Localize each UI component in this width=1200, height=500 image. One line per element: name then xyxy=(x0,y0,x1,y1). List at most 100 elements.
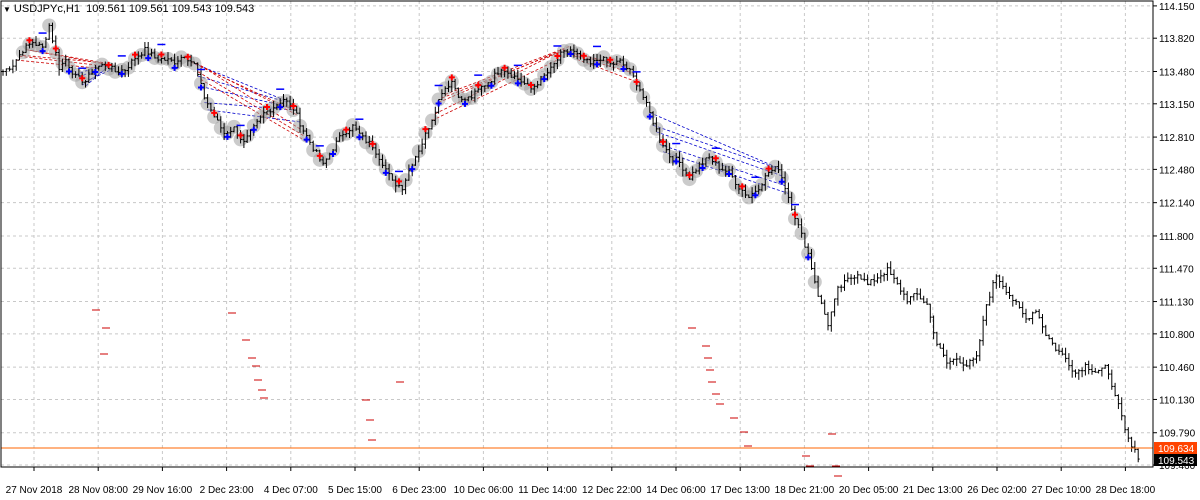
up-signal-marker xyxy=(501,64,508,71)
chart-title: ▼ USDJPYc,H1 109.561 109.561 109.543 109.… xyxy=(3,3,254,15)
down-signal-marker xyxy=(514,80,521,87)
up-signal-marker xyxy=(633,78,640,85)
y-tick-label: 112.140 xyxy=(1159,199,1195,210)
up-signal-marker xyxy=(528,81,534,88)
up-signal-marker xyxy=(369,140,376,147)
y-tick-label: 112.810 xyxy=(1159,133,1195,144)
y-tick-label: 113.150 xyxy=(1159,100,1195,111)
x-tick-label: 20 Dec 05:00 xyxy=(839,485,899,496)
down-signal-marker xyxy=(673,158,680,165)
down-signal-marker xyxy=(250,126,257,133)
x-tick-label: 6 Dec 23:00 xyxy=(392,485,446,496)
x-tick-label: 26 Dec 02:00 xyxy=(967,485,1027,496)
triangle-down-icon[interactable]: ▼ xyxy=(3,5,11,14)
y-tick-label: 111.470 xyxy=(1159,264,1194,275)
down-signal-marker xyxy=(145,55,152,62)
ohlc-bars xyxy=(1,22,1153,463)
up-signal-marker xyxy=(607,56,614,63)
down-signal-marker xyxy=(198,84,204,91)
up-signal-marker xyxy=(237,132,244,139)
down-signal-marker xyxy=(594,61,600,68)
bid-price-tag xyxy=(1154,442,1197,455)
x-tick-label: 14 Dec 06:00 xyxy=(646,485,706,496)
x-tick-label: 11 Dec 14:00 xyxy=(518,485,577,496)
up-signal-marker xyxy=(211,109,218,116)
down-signal-marker xyxy=(330,151,336,158)
dash-fan-line xyxy=(200,79,307,142)
down-signal-marker xyxy=(726,171,732,178)
up-signal-marker xyxy=(765,165,772,172)
y-tick-label: 114.150 xyxy=(1159,2,1195,13)
up-signal-marker xyxy=(105,61,112,68)
up-signal-marker xyxy=(686,172,693,179)
down-signal-marker xyxy=(488,82,495,89)
down-signal-marker xyxy=(409,166,416,173)
up-signal-marker xyxy=(158,51,165,58)
last-price-tag-label: 109.543 xyxy=(1158,456,1195,467)
down-signal-marker xyxy=(462,100,468,107)
x-tick-label: 4 Dec 07:00 xyxy=(264,485,318,496)
x-tick-label: 12 Dec 22:00 xyxy=(582,485,642,496)
up-signal-marker xyxy=(264,103,270,110)
down-signal-marker xyxy=(778,178,785,185)
up-signal-marker xyxy=(290,103,297,110)
up-signal-marker xyxy=(184,53,191,60)
dash-fan-line xyxy=(16,59,96,69)
x-tick-label: 10 Dec 06:00 xyxy=(454,485,514,496)
time-axis: 27 Nov 2018 28 Nov 08:00 29 Nov 16:00 2 Dec… xyxy=(6,467,1156,496)
symbol-label: USDJPYc,H1 xyxy=(13,3,80,15)
down-signal-marker xyxy=(435,100,442,107)
up-signal-marker xyxy=(554,52,561,59)
x-tick-label: 17 Dec 13:00 xyxy=(710,485,770,496)
dash-fan-line xyxy=(649,112,776,168)
up-signal-marker xyxy=(448,74,455,81)
down-signal-marker xyxy=(39,48,46,55)
up-signal-marker xyxy=(396,178,402,185)
plot-frame xyxy=(0,0,1154,468)
down-signal-marker xyxy=(646,113,653,120)
y-tick-label: 109.460 xyxy=(1159,461,1196,472)
down-signal-marker xyxy=(356,134,363,141)
y-tick-label: 109.790 xyxy=(1159,429,1196,440)
up-signal-marker xyxy=(712,155,719,162)
down-signal-marker xyxy=(620,65,627,72)
y-tick-label: 113.480 xyxy=(1159,67,1195,78)
y-tick-label: 113.820 xyxy=(1159,34,1195,45)
x-tick-label: 18 Dec 21:00 xyxy=(775,485,835,496)
x-tick-label: 5 Dec 15:00 xyxy=(328,485,382,496)
y-tick-label: 111.800 xyxy=(1159,232,1194,243)
dash-fan-line xyxy=(431,59,558,121)
down-signal-marker xyxy=(541,76,548,83)
dash-fan-line xyxy=(85,63,113,87)
y-tick-label: 112.480 xyxy=(1159,165,1195,176)
y-tick-label: 110.460 xyxy=(1159,363,1195,374)
up-signal-marker xyxy=(792,211,798,218)
y-tick-label: 111.130 xyxy=(1159,298,1194,309)
down-signal-marker xyxy=(382,169,389,176)
up-signal-marker xyxy=(739,183,746,190)
x-tick-label: 27 Nov 2018 xyxy=(6,485,63,496)
down-signal-marker xyxy=(752,192,759,199)
dash-fan-line xyxy=(194,63,287,102)
chart-grid xyxy=(1,1,1153,467)
x-tick-label: 29 Nov 16:00 xyxy=(133,485,193,496)
dash-fan-line xyxy=(197,71,304,136)
dash-fan-line xyxy=(200,86,294,109)
up-signal-marker xyxy=(79,75,86,82)
down-signal-marker xyxy=(66,68,72,75)
dash-fan-line xyxy=(19,55,99,66)
ohlc-readout: 109.561 109.561 109.543 109.543 xyxy=(86,3,255,15)
down-signal-marker xyxy=(118,70,125,77)
x-tick-label: 21 Dec 13:00 xyxy=(903,485,963,496)
y-tick-label: 110.130 xyxy=(1159,395,1195,406)
red-level-ticks xyxy=(92,309,842,477)
up-signal-marker xyxy=(343,126,350,133)
dash-fan-line xyxy=(656,131,782,177)
x-tick-label: 27 Dec 10:00 xyxy=(1031,485,1091,496)
up-signal-marker xyxy=(26,37,33,44)
up-signal-marker xyxy=(475,82,482,89)
x-tick-label: 28 Dec 18:00 xyxy=(1096,485,1156,496)
down-signal-marker xyxy=(92,69,99,76)
dash-fan-line xyxy=(194,61,301,130)
